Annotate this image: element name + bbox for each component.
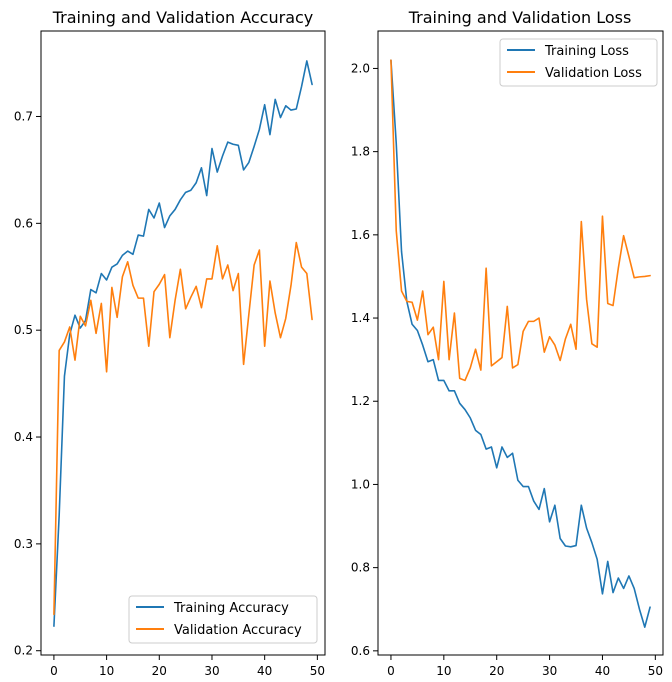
accuracy-x-tick-label: 30 (204, 664, 219, 678)
accuracy-y-tick-label: 0.5 (14, 323, 33, 337)
loss-y-tick-label: 1.6 (351, 228, 370, 242)
accuracy-y-tick-label: 0.4 (14, 430, 33, 444)
loss-y-tick-label: 1.4 (351, 311, 370, 325)
loss-x-tick-label: 30 (542, 664, 557, 678)
loss-ticks: 0 10 20 30 40 50 0.6 0.8 1.0 1.2 1.4 1.6 1.8 2.0 (351, 61, 663, 678)
loss-title: Training and Validation Loss (408, 8, 632, 27)
loss-y-tick-label: 1.0 (351, 477, 370, 491)
loss-legend: Training Loss Validation Loss (499, 38, 658, 87)
training-loss-line (390, 59, 651, 628)
legend-label-validation-loss: Validation Loss (545, 66, 642, 81)
legend-label-validation-accuracy: Validation Accuracy (174, 623, 302, 638)
loss-y-tick-label: 2.0 (351, 61, 370, 75)
loss-x-tick-label: 40 (595, 664, 610, 678)
loss-x-tick-label: 10 (436, 664, 451, 678)
loss-y-tick-label: 1.2 (351, 394, 370, 408)
legend-label-training-loss: Training Loss (544, 44, 629, 59)
loss-x-tick-label: 20 (489, 664, 504, 678)
validation-accuracy-line (53, 241, 313, 616)
loss-y-tick-label: 0.8 (351, 561, 370, 575)
loss-x-tick-label: 0 (387, 664, 395, 678)
loss-y-tick-label: 1.8 (351, 145, 370, 159)
accuracy-axes-frame (40, 30, 326, 656)
accuracy-legend-box (128, 595, 318, 644)
loss-y-tick-label: 0.6 (351, 644, 370, 658)
loss-legend-box (499, 38, 658, 87)
loss-lines (390, 59, 651, 628)
accuracy-ticks: 0 10 20 30 40 50 0.2 0.3 0.4 0.5 0.6 0.7 (14, 109, 325, 678)
accuracy-plot: Training and Validation Accuracy 0 10 20 30… (14, 8, 326, 678)
loss-axes-frame (377, 30, 664, 656)
loss-plot: Training and Validation Loss 0 10 20 30 40 50… (351, 8, 664, 678)
validation-loss-line (390, 59, 651, 382)
accuracy-legend: Training Accuracy Validation Accuracy (128, 595, 318, 644)
accuracy-title: Training and Validation Accuracy (52, 8, 314, 27)
legend-label-training-accuracy: Training Accuracy (173, 601, 289, 616)
accuracy-y-tick-label: 0.3 (14, 537, 33, 551)
loss-x-tick-label: 50 (648, 664, 663, 678)
accuracy-y-tick-label: 0.2 (14, 644, 33, 658)
accuracy-x-tick-label: 0 (50, 664, 58, 678)
training-accuracy-line (53, 60, 313, 627)
accuracy-x-tick-label: 20 (152, 664, 167, 678)
accuracy-x-tick-label: 10 (99, 664, 114, 678)
accuracy-y-tick-label: 0.6 (14, 216, 33, 230)
accuracy-x-tick-label: 50 (310, 664, 325, 678)
accuracy-lines (53, 60, 313, 627)
accuracy-x-tick-label: 40 (257, 664, 272, 678)
accuracy-y-tick-label: 0.7 (14, 109, 33, 123)
